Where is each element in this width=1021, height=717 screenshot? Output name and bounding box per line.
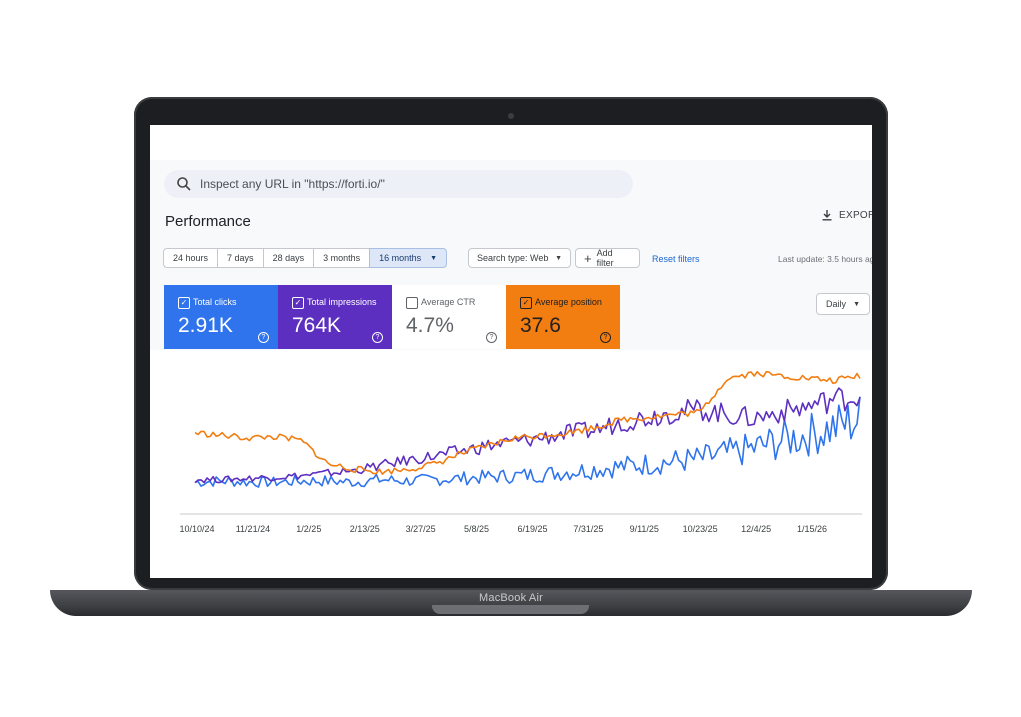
metric-card-total-impressions[interactable]: ✓ Total impressions 764K ? — [278, 285, 392, 349]
date-range-chips: 24 hours 7 days 28 days 3 months 16 mont… — [163, 248, 448, 268]
checkbox-checked-icon[interactable]: ✓ — [520, 297, 532, 309]
metric-card-average-position[interactable]: ✓ Average position 37.6 ? — [506, 285, 620, 349]
x-tick-label: 7/31/25 — [573, 524, 603, 534]
x-tick-label: 12/4/25 — [741, 524, 771, 534]
page-title: Performance — [165, 213, 251, 230]
help-icon[interactable]: ? — [486, 332, 497, 343]
series-line-total-impressions — [194, 387, 861, 484]
x-tick-label: 1/15/26 — [797, 524, 827, 534]
caret-down-icon: ▼ — [853, 300, 860, 308]
help-icon[interactable]: ? — [258, 332, 269, 343]
range-28-days[interactable]: 28 days — [262, 248, 315, 268]
add-filter-button[interactable]: + Add filter — [575, 248, 640, 268]
help-icon[interactable]: ? — [600, 332, 611, 343]
reset-filters-link[interactable]: Reset filters — [652, 254, 700, 264]
x-tick-label: 3/27/25 — [406, 524, 436, 534]
range-24-hours[interactable]: 24 hours — [163, 248, 219, 268]
x-tick-label: 1/2/25 — [296, 524, 321, 534]
metric-card-total-clicks[interactable]: ✓ Total clicks 2.91K ? — [164, 285, 278, 349]
last-update-text: Last update: 3.5 hours ag — [778, 254, 872, 264]
plus-icon: + — [584, 250, 592, 266]
search-icon — [177, 177, 191, 191]
checkbox-checked-icon[interactable]: ✓ — [178, 297, 190, 309]
x-tick-label: 2/13/25 — [350, 524, 380, 534]
export-button[interactable]: EXPOR — [821, 205, 872, 225]
caret-down-icon: ▼ — [430, 254, 438, 262]
chart-svg: 10/10/24 11/21/24 1/2/25 2/13/25 3/27/25 5/8/… — [179, 370, 862, 534]
checkbox-checked-icon[interactable]: ✓ — [292, 297, 304, 309]
camera — [508, 113, 514, 119]
screen: Inspect any URL in "https://forti.io/" P… — [150, 125, 872, 578]
export-label: EXPOR — [839, 209, 872, 221]
metric-cards: ✓ Total clicks 2.91K ? ✓ Total impressio… — [164, 285, 620, 349]
range-3-months[interactable]: 3 months — [313, 248, 371, 268]
range-16-months[interactable]: 16 months ▼ — [369, 248, 448, 268]
x-tick-label: 10/10/24 — [179, 524, 214, 534]
brand-label: MacBook Air — [479, 592, 543, 604]
series-line-average-position — [194, 370, 861, 475]
series-line-total-clicks — [194, 396, 861, 488]
x-tick-label: 9/11/25 — [630, 524, 659, 534]
x-tick-label: 5/8/25 — [464, 524, 489, 534]
range-7-days[interactable]: 7 days — [217, 248, 264, 268]
x-tick-label: 11/21/24 — [236, 524, 270, 534]
search-input[interactable]: Inspect any URL in "https://forti.io/" — [200, 177, 385, 191]
caret-down-icon: ▼ — [555, 254, 562, 262]
search-type-dropdown[interactable]: Search type: Web ▼ — [468, 248, 571, 268]
x-tick-label: 6/19/25 — [517, 524, 547, 534]
laptop-notch — [432, 605, 589, 614]
search-bar[interactable]: Inspect any URL in "https://forti.io/" — [164, 170, 633, 198]
performance-chart: 10/10/24 11/21/24 1/2/25 2/13/25 3/27/25 5/8/… — [150, 350, 872, 578]
granularity-dropdown[interactable]: Daily ▼ — [816, 293, 870, 315]
download-icon — [822, 210, 832, 221]
help-icon[interactable]: ? — [372, 332, 383, 343]
metric-card-average-ctr[interactable]: Average CTR 4.7% ? — [392, 285, 506, 349]
checkbox-unchecked-icon[interactable] — [406, 297, 418, 309]
x-tick-label: 10/23/25 — [683, 524, 718, 534]
